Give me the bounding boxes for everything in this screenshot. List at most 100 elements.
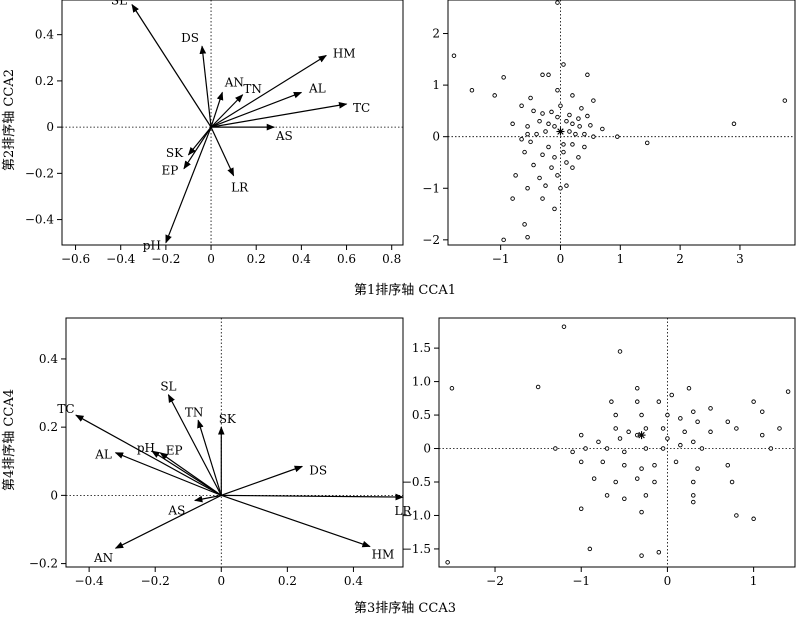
sample-point: [660, 446, 666, 451]
sample-point: [525, 235, 530, 240]
x-tick-label: −0.4: [75, 574, 105, 588]
x-tick-label: 0.4: [344, 574, 363, 588]
vector-arrow-an: [210, 91, 224, 128]
sample-point: [546, 121, 551, 127]
y-tick-label: 0: [46, 120, 54, 134]
sample-point: [751, 516, 756, 522]
sample-point: [622, 463, 627, 468]
sample-point: [725, 463, 731, 468]
sample-point: [540, 196, 545, 201]
y-tick-label: 0: [423, 442, 431, 456]
sample-point: [613, 479, 618, 485]
y-tick-label: −0.5: [402, 475, 431, 489]
plot-frame: [438, 317, 796, 568]
sample-point: [513, 173, 518, 178]
sample-point: [579, 106, 584, 111]
y-tick-label: 0.5: [412, 408, 431, 422]
x-tick-label: 2: [676, 252, 684, 266]
panel-cca1-cca2-samples: −1 0 1 2 3 −2 −1 0 1 2: [422, 0, 796, 266]
sample-point: [561, 62, 566, 67]
vector-arrow-lr: [221, 493, 404, 501]
x-tick-label: −0.2: [141, 574, 170, 588]
sample-point: [622, 496, 627, 501]
sample-point: [591, 476, 597, 481]
sample-point: [578, 432, 584, 438]
sample-point: [691, 499, 696, 505]
sample-point: [510, 121, 515, 127]
sample-point: [643, 493, 649, 498]
x-axis-title-top: 第1排序轴 CCA1: [354, 283, 456, 298]
sample-point: [615, 134, 620, 139]
sample-point: [635, 476, 640, 481]
x-tick-label: 0: [664, 574, 672, 588]
vector-arrow-tc: [75, 414, 222, 496]
y-tick-label: −0.2: [29, 557, 58, 571]
sample-point: [695, 466, 700, 471]
y-tick-label: −0.2: [25, 166, 54, 180]
sample-point: [635, 399, 640, 404]
vector-label-sl: SL: [160, 380, 176, 394]
vector-arrow-sk: [187, 126, 212, 156]
sample-point: [768, 446, 774, 451]
x-axis-title-bottom: 第3排序轴 CCA3: [354, 601, 456, 616]
plot-frame: [61, 0, 404, 246]
sample-point: [561, 142, 566, 147]
vector-label-ds: DS: [181, 31, 199, 45]
sample-point: [652, 479, 657, 485]
panel-cca3-cca4-samples: −2 −1 0 1 −1.5 −1.0 −0.5 0 0.5 1.0 1.5: [402, 317, 796, 588]
sample-point: [564, 160, 569, 165]
y-axis-title-bottom: 第4排序轴 CCA4: [2, 389, 17, 491]
sample-point: [555, 114, 560, 120]
sample-point: [691, 479, 696, 485]
vector-arrow-tn: [210, 94, 244, 128]
vector-arrow-as: [194, 494, 222, 503]
sample-point: [734, 513, 739, 518]
sample-point: [682, 429, 687, 435]
sample-point: [635, 386, 640, 391]
sample-point: [699, 446, 705, 451]
y-tick-label: −1: [422, 181, 440, 195]
vector-arrow-ds: [199, 45, 212, 128]
sample-point: [546, 72, 551, 78]
sample-point: [643, 446, 649, 451]
sample-point: [613, 426, 618, 431]
sample-point: [660, 426, 666, 431]
sample-point: [591, 134, 596, 139]
sample-point: [546, 144, 551, 150]
sample-point: [552, 206, 557, 212]
vector-label-ep: EP: [166, 444, 183, 458]
y-tick-label: 1.5: [412, 341, 431, 355]
vector-label-sk: SK: [166, 146, 184, 160]
sample-point: [777, 426, 782, 431]
sample-point: [522, 149, 527, 155]
x-tick-label: −0.2: [151, 252, 180, 266]
y-tick-label: −2: [422, 233, 440, 247]
sample-point: [652, 463, 657, 468]
sample-point: [617, 349, 623, 354]
sample-point: [639, 466, 644, 471]
sample-point: [751, 399, 756, 404]
sample-point: [600, 459, 606, 465]
sample-point: [576, 116, 581, 121]
sample-point: [555, 0, 560, 5]
x-tick-label: 0.2: [247, 252, 266, 266]
vector-arrow-hm: [221, 494, 371, 548]
sample-point: [587, 546, 593, 552]
sample-point: [708, 429, 713, 435]
vector-label-al: AL: [308, 81, 326, 95]
x-tick-label: 0: [217, 574, 225, 588]
y-tick-label: 0.2: [35, 74, 54, 88]
vector-label-ds: DS: [309, 463, 327, 477]
sample-point: [522, 222, 527, 227]
sample-point: [555, 173, 560, 178]
sample-point: [578, 459, 584, 465]
centroid-star-marker: [637, 431, 646, 440]
vector-label-al: AL: [94, 448, 112, 462]
sample-point: [578, 506, 584, 512]
sample-point: [564, 183, 569, 188]
sample-point: [656, 550, 662, 555]
sample-point: [708, 406, 713, 411]
sample-point: [665, 412, 670, 418]
vector-arrow-sl: [167, 394, 222, 496]
